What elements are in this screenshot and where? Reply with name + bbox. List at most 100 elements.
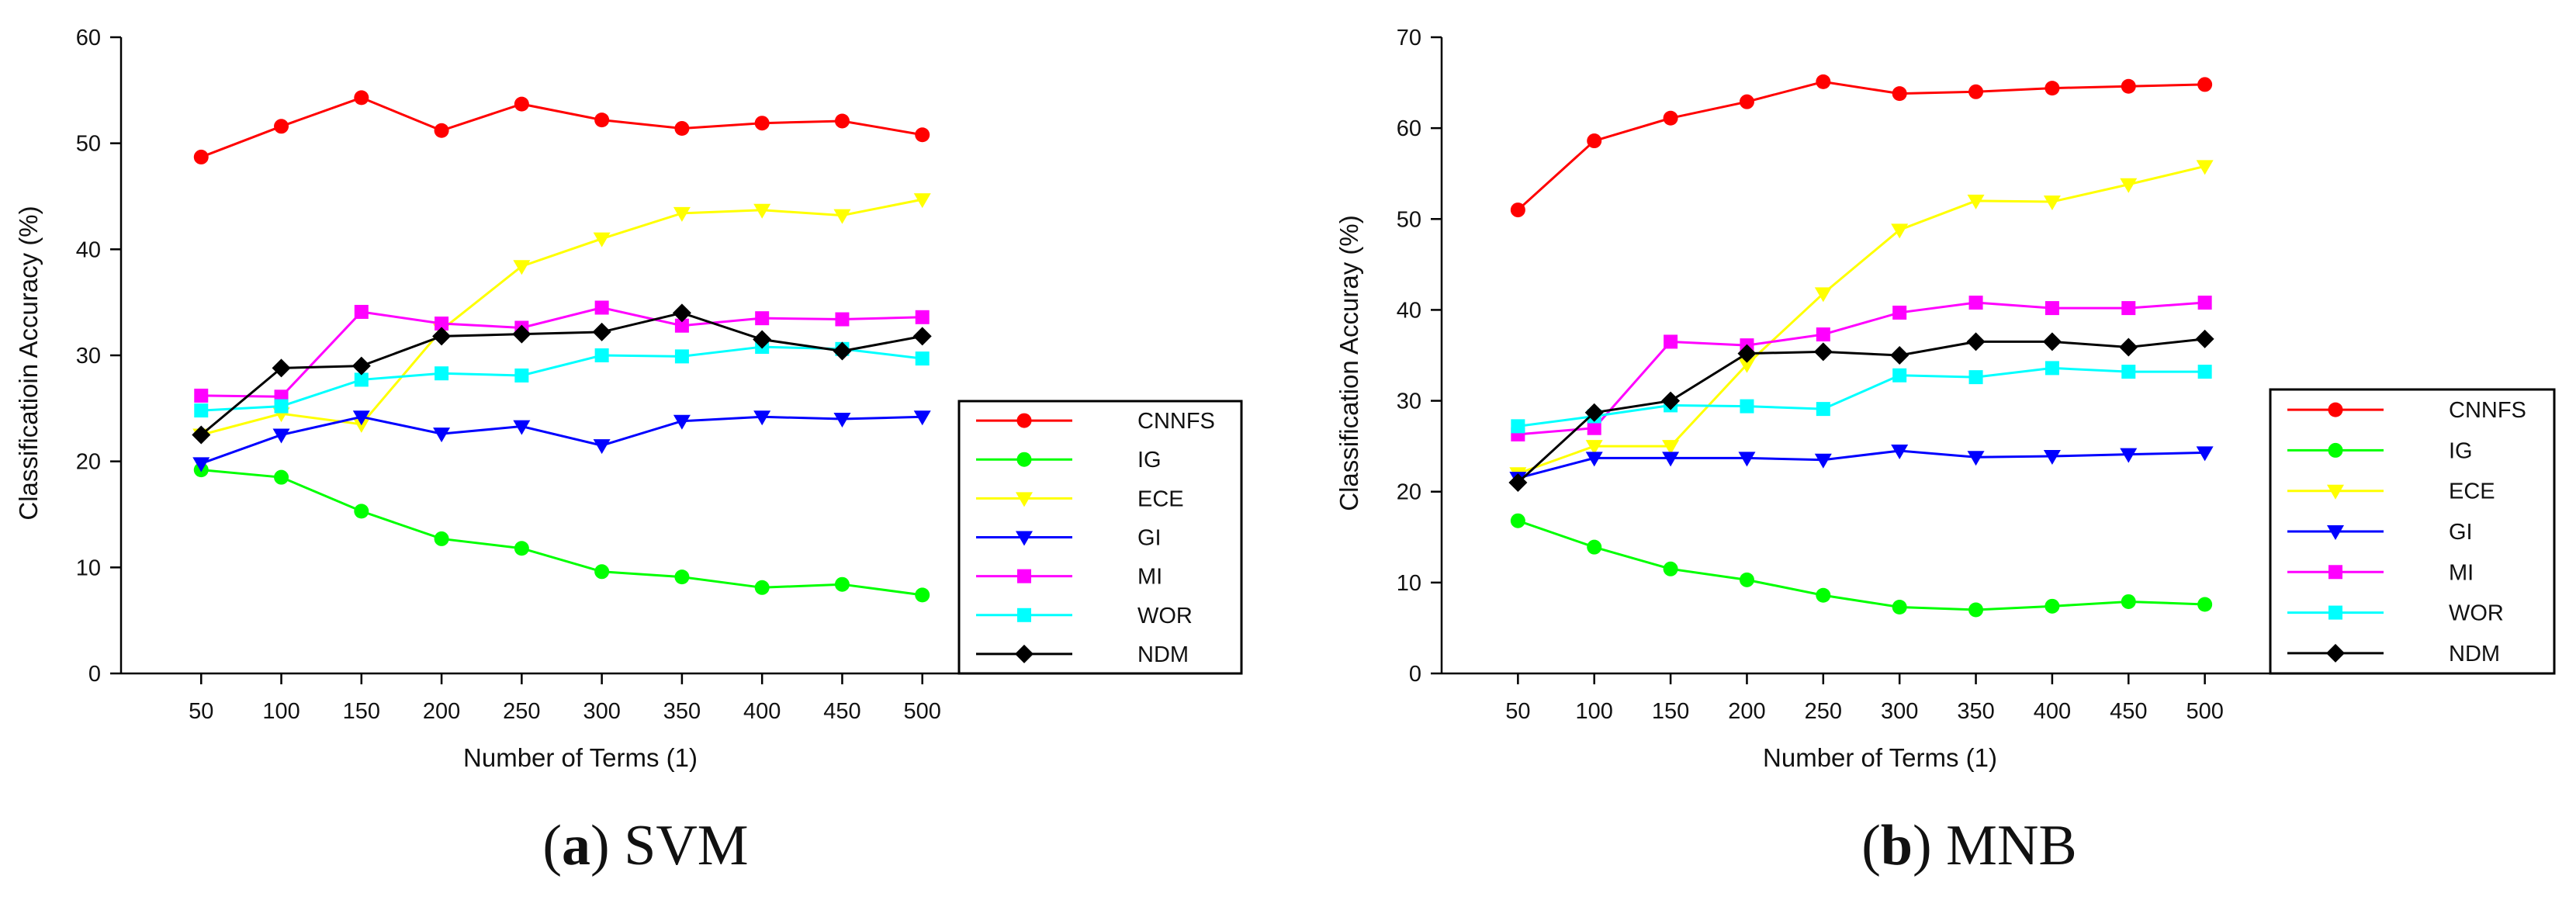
data-point-ece [1891,223,1909,239]
x-tick-label: 150 [343,699,380,724]
legend-label-cnnfs: CNNFS [1137,409,1215,434]
data-point-ndm [2195,329,2214,348]
data-point-wor [1740,399,1754,414]
y-tick-label: 10 [76,556,101,580]
y-axis-label: Classification Accuray (%) [1335,215,1363,511]
caption-a: (a) SVM [542,814,749,878]
caption-a-letter: a [562,814,591,878]
series-line-mi [201,306,923,398]
caption-b: (b) MNB [1861,814,2077,878]
data-point-gi [1814,453,1832,469]
data-point-gi [1662,452,1680,467]
legend-label-ig: IG [1137,448,1162,472]
data-point-mi [435,317,449,331]
legend-marker-cnnfs [1016,413,1032,428]
data-point-gi [593,439,611,455]
data-point-mi [2197,296,2212,310]
data-point-ndm [1508,473,1528,492]
data-point-mi [835,312,850,327]
data-point-ndm [753,330,772,349]
data-point-ndm [2042,332,2062,351]
y-tick-label: 40 [76,237,101,262]
legend-label-wor: WOR [2449,601,2504,626]
x-tick-label: 300 [1881,699,1918,724]
data-point-ig [2197,597,2213,612]
x-axis-label: Number of Terms (1) [1763,743,1997,772]
data-point-wor [194,403,209,418]
data-point-wor [1892,368,1907,382]
legend-marker-wor [2328,605,2342,620]
data-point-gi [2043,450,2061,466]
legend-marker-ndm [1015,644,1034,663]
x-tick-label: 250 [1805,699,1842,724]
data-point-wor [1816,402,1830,417]
data-point-cnnfs [2197,77,2213,92]
legend-marker-cnnfs [2328,402,2343,417]
chart-panel-svm: 0 10 20 30 40 50 60 50 100 150 200 250 300 350 400 450 5… [14,26,1243,772]
x-tick-label: 50 [1505,699,1530,724]
data-point-ece [2120,178,2138,193]
x-tick-label: 500 [2186,699,2223,724]
data-point-gi [272,428,290,444]
data-point-ig [754,580,770,595]
data-point-cnnfs [834,113,850,129]
data-point-ndm [272,358,291,378]
data-point-wor [2197,365,2212,379]
data-point-mi [1968,296,1983,310]
legend-marker-wor [1017,608,1031,622]
data-point-mi [1816,327,1830,342]
x-tick-label: 200 [423,699,460,724]
series-line-gi [1517,449,2205,479]
data-point-ig [834,576,850,592]
data-point-cnnfs [2045,81,2060,96]
data-point-mi [1587,421,1601,435]
series-line-ig [1517,519,2205,611]
data-point-mi [755,311,770,326]
data-point-ig [1892,599,1907,614]
data-point-mi [674,318,689,333]
data-point-wor [354,372,369,387]
data-point-ig [1816,587,1831,603]
series-line-ece [200,198,923,436]
data-point-wor [2121,365,2136,379]
x-axis-label: Number of Terms (1) [463,743,698,772]
y-tick-label: 70 [1397,26,1421,50]
legend-label-ig: IG [2449,438,2473,463]
data-point-cnnfs [274,119,289,134]
legend-label-ndm: NDM [2449,642,2500,666]
y-tick-label: 20 [1397,480,1421,505]
data-point-ece [1738,358,1756,373]
data-point-gi [753,410,771,426]
data-point-ece [1585,440,1603,455]
data-point-cnnfs [1587,133,1602,149]
data-point-mi [2045,301,2059,316]
data-point-wor [594,348,609,362]
data-point-ig [674,569,690,585]
y-axis-label: Classificatioin Accuracy (%) [14,206,43,520]
x-tick-label: 350 [1957,699,1994,724]
x-tick-label: 300 [583,699,620,724]
x-tick-label: 400 [743,699,781,724]
y-tick-label: 60 [1397,116,1421,141]
data-point-ece [913,193,931,209]
data-point-ig [274,469,289,485]
data-point-ig [594,564,610,580]
data-point-cnnfs [754,116,770,131]
data-point-ig [2121,594,2136,609]
data-point-ece [1662,440,1680,455]
caption-b-text: MNB [1946,814,2077,878]
legend-marker-ece [2327,484,2344,500]
caption-b-letter: b [1880,814,1913,878]
legend-label-ece: ECE [2449,479,2495,504]
data-point-wor [274,399,289,414]
data-point-gi [1967,451,1985,466]
data-point-cnnfs [1892,86,1907,102]
series-line-mi [1518,301,2205,436]
y-tick-label: 30 [1397,389,1421,414]
data-point-ndm [512,324,531,344]
data-point-gi [833,413,851,428]
legend-label-wor: WOR [1137,604,1193,628]
data-point-ig [915,587,930,603]
data-point-ig [1663,561,1678,576]
